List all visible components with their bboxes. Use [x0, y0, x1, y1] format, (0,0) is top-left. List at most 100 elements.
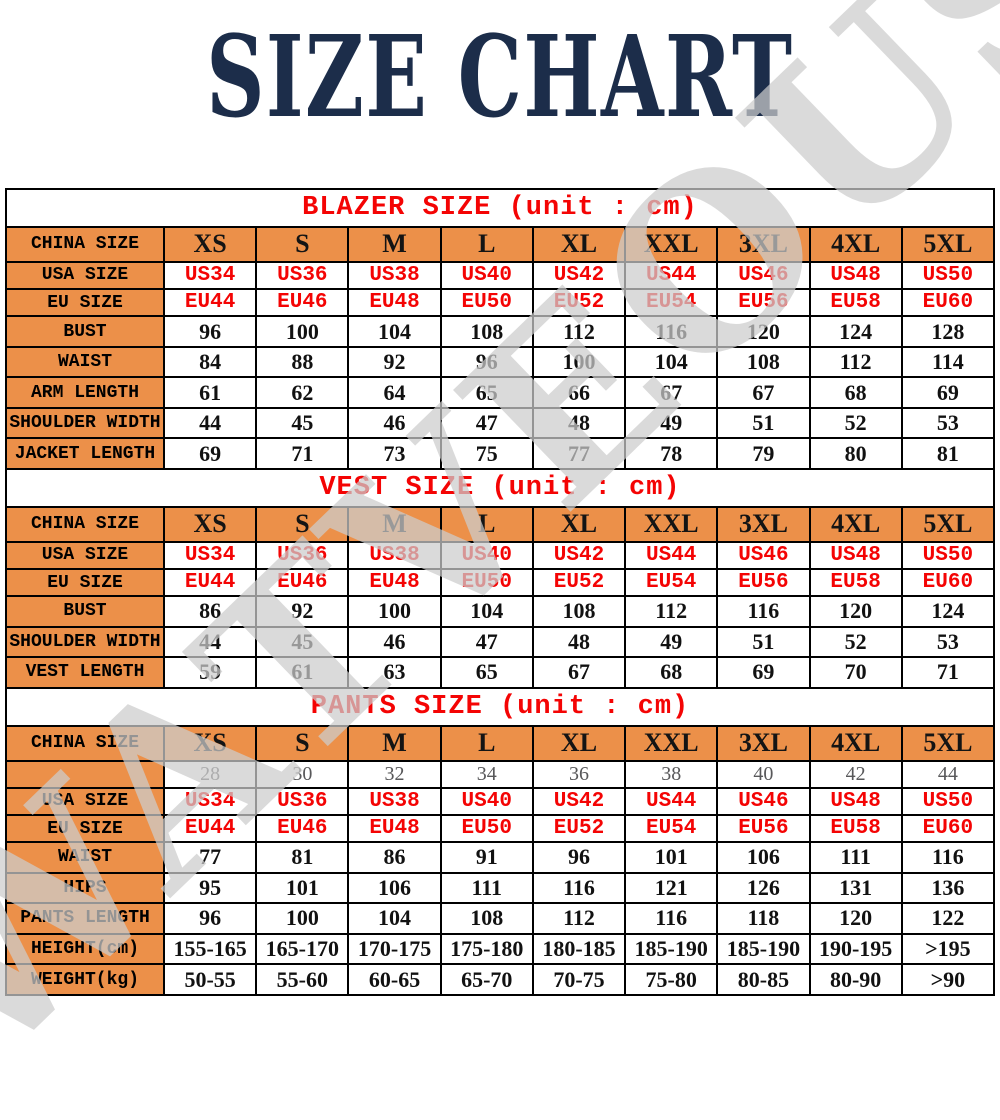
- value-cell: 65: [439, 376, 534, 409]
- value-cell: 180-185: [531, 932, 627, 966]
- value-cell: 44: [162, 625, 258, 659]
- value-cell: 70: [808, 656, 903, 689]
- value-cell: 64: [347, 376, 442, 409]
- value-cell: 78: [624, 437, 719, 470]
- value-cell: US50: [900, 540, 996, 570]
- value-cell: 101: [255, 871, 350, 905]
- row-label: HEIGHT(cm): [5, 932, 165, 966]
- row-label: JACKET LENGTH: [5, 437, 165, 470]
- value-cell: US42: [531, 260, 627, 291]
- value-cell: >195: [900, 932, 996, 966]
- table-row: VEST LENGTH 59 61 63 65 67 68 69 70 71: [5, 656, 996, 689]
- value-cell: 126: [716, 871, 811, 905]
- value-cell: 71: [255, 437, 350, 470]
- value-cell: US40: [439, 786, 534, 816]
- value-cell: EU54: [624, 288, 719, 318]
- value-cell: 69: [716, 656, 811, 689]
- value-cell: EU50: [439, 288, 534, 318]
- value-cell: 101: [624, 841, 719, 874]
- value-cell: 118: [716, 902, 811, 935]
- value-cell: 116: [624, 902, 719, 935]
- value-cell: US34: [162, 540, 258, 570]
- value-cell: 42: [808, 759, 903, 789]
- value-cell: 81: [255, 841, 350, 874]
- value-cell: EU48: [347, 813, 442, 844]
- value-cell: 67: [624, 376, 719, 409]
- size-chart-table-body: BLAZER SIZE (unit : cm) CHINA SIZE XS S M L XL…: [5, 188, 996, 996]
- value-cell: US44: [624, 540, 719, 570]
- size-header-cell: XXL: [624, 226, 719, 263]
- value-cell: 80: [808, 437, 903, 470]
- row-label: WEIGHT(kg): [5, 963, 165, 996]
- table-row: BUST 96 100 104 108 112 116 120 124 128: [5, 315, 996, 348]
- value-cell: 116: [716, 595, 811, 628]
- value-cell: 108: [439, 315, 534, 348]
- blazer-section-title: BLAZER SIZE (unit : cm): [5, 188, 995, 228]
- value-cell: 84: [162, 345, 258, 379]
- value-cell: 71: [900, 656, 996, 689]
- value-cell: US42: [531, 540, 627, 570]
- value-cell: 75: [439, 437, 534, 470]
- value-cell: 44: [162, 406, 258, 440]
- value-cell: 65: [439, 656, 534, 689]
- value-cell: US50: [900, 260, 996, 291]
- row-label: SHOULDER WIDTH: [5, 406, 165, 440]
- page-title: SIZE CHART: [0, 12, 1000, 143]
- value-cell: 175-180: [439, 932, 534, 966]
- size-header-cell: L: [439, 724, 534, 762]
- value-cell: 120: [808, 902, 903, 935]
- value-cell: 86: [347, 841, 442, 874]
- value-cell: 53: [900, 625, 996, 659]
- table-row: EU SIZE EU44 EU46 EU48 EU50 EU52 EU54 EU56 EU58 E…: [5, 813, 996, 844]
- value-cell: US44: [624, 260, 719, 291]
- value-cell: 106: [716, 841, 811, 874]
- size-header-cell: XL: [531, 724, 627, 762]
- value-cell: 116: [531, 871, 627, 905]
- table-row: EU SIZE EU44 EU46 EU48 EU50 EU52 EU54 EU56 EU58 E…: [5, 288, 996, 318]
- value-cell: 32: [347, 759, 442, 789]
- value-cell: 77: [531, 437, 627, 470]
- table-row: SHOULDER WIDTH 44 45 46 47 48 49 51 52 53: [5, 406, 996, 440]
- table-row: HIPS 95 101 106 111 116 121 126 131 136: [5, 871, 996, 905]
- value-cell: 49: [624, 625, 719, 659]
- table-row: EU SIZE EU44 EU46 EU48 EU50 EU52 EU54 EU56 EU58 E…: [5, 567, 996, 598]
- value-cell: 47: [439, 406, 534, 440]
- pants-section-title: PANTS SIZE (unit : cm): [5, 686, 995, 727]
- value-cell: EU58: [808, 567, 903, 598]
- size-header-cell: 4XL: [808, 724, 903, 762]
- value-cell: EU48: [347, 567, 442, 598]
- value-cell: 116: [624, 315, 719, 348]
- value-cell: 120: [716, 315, 811, 348]
- value-cell: 111: [439, 871, 534, 905]
- value-cell: EU48: [347, 288, 442, 318]
- value-cell: US42: [531, 786, 627, 816]
- value-cell: 44: [900, 759, 996, 789]
- size-header-cell: L: [439, 226, 534, 263]
- value-cell: 46: [347, 406, 442, 440]
- row-label: EU SIZE: [5, 813, 165, 844]
- value-cell: 48: [531, 406, 627, 440]
- value-cell: EU44: [162, 567, 258, 598]
- value-cell: 52: [808, 406, 903, 440]
- table-row: PANTS LENGTH 96 100 104 108 112 116 118 120 122: [5, 902, 996, 935]
- value-cell: US48: [808, 786, 903, 816]
- value-cell: 61: [255, 656, 350, 689]
- value-cell: US48: [808, 260, 903, 291]
- page-title-text: SIZE CHART: [206, 12, 794, 143]
- size-header-cell: S: [255, 724, 350, 762]
- value-cell: 34: [439, 759, 534, 789]
- value-cell: 96: [162, 315, 258, 348]
- value-cell: 108: [439, 902, 534, 935]
- value-cell: 131: [808, 871, 903, 905]
- row-label: USA SIZE: [5, 540, 165, 570]
- table-row: 28 30 32 34 36 38 40 42 44: [5, 759, 996, 789]
- value-cell: 70-75: [531, 963, 627, 996]
- value-cell: 48: [531, 625, 627, 659]
- value-cell: 106: [347, 871, 442, 905]
- value-cell: EU52: [531, 813, 627, 844]
- table-row: USA SIZE US34 US36 US38 US40 US42 US44 US46 US48…: [5, 540, 996, 570]
- row-label: SHOULDER WIDTH: [5, 625, 165, 659]
- size-header-cell: XS: [162, 724, 258, 762]
- value-cell: US44: [624, 786, 719, 816]
- value-cell: 53: [900, 406, 996, 440]
